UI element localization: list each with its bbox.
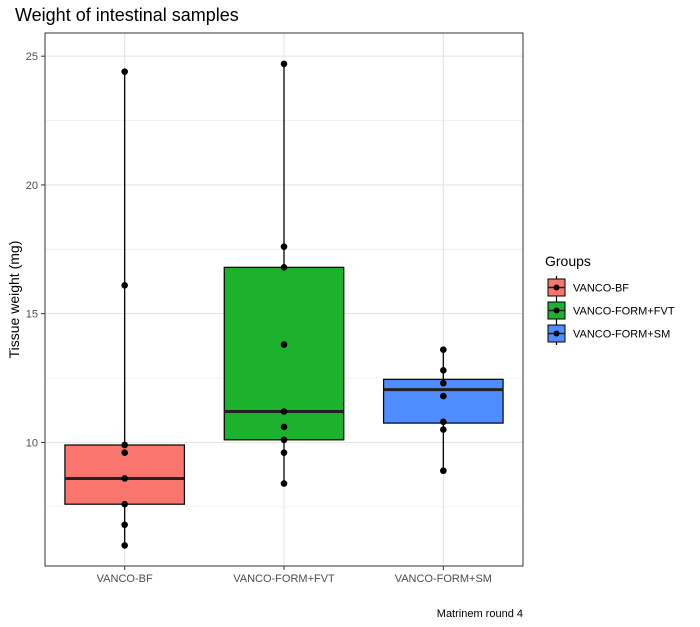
chart-caption: Matrinem round 4 xyxy=(437,608,523,620)
chart-title: Weight of intestinal samples xyxy=(15,5,239,25)
data-point xyxy=(121,68,128,75)
x-tick-label: VANCO-FORM+FVT xyxy=(233,573,335,585)
data-point xyxy=(440,418,447,426)
data-point xyxy=(440,379,447,387)
data-point xyxy=(440,367,447,374)
point-layer xyxy=(121,60,447,549)
legend: Groups VANCO-BF VANCO-FORM+FVT VANCO-FORM+… xyxy=(545,253,675,345)
legend-key-point xyxy=(553,284,560,291)
data-point xyxy=(121,500,128,508)
panel-border xyxy=(44,32,524,567)
data-point xyxy=(440,467,447,475)
legend-key-point xyxy=(553,307,560,314)
data-point xyxy=(280,60,288,68)
data-point xyxy=(121,449,128,457)
data-point xyxy=(280,480,288,487)
legend-label: VANCO-BF xyxy=(573,283,629,295)
legend-label: VANCO-FORM+SM xyxy=(573,329,670,341)
y-tick-label: 10 xyxy=(26,437,38,449)
data-point xyxy=(121,542,128,549)
data-point xyxy=(280,408,288,415)
data-point xyxy=(280,436,288,444)
axis-layer: 10 15 20 25 VANCO-BF VANCO-FORM+FVT VANCO-FORM… xyxy=(26,32,524,585)
data-point xyxy=(440,392,447,400)
y-axis-title: Tissue weight (mg) xyxy=(6,241,22,359)
legend-key-point xyxy=(553,330,560,337)
data-point xyxy=(280,341,288,348)
data-point xyxy=(121,521,128,529)
box-vanco-form-sm xyxy=(382,378,504,424)
x-tick-label: VANCO-BF xyxy=(97,573,153,585)
y-tick-label: 15 xyxy=(26,309,38,321)
data-point xyxy=(440,426,447,433)
x-tick-label: VANCO-FORM+SM xyxy=(395,573,492,585)
data-point xyxy=(440,346,447,354)
data-point xyxy=(280,264,288,271)
box-layer xyxy=(64,63,504,546)
y-tick-label: 25 xyxy=(26,51,38,63)
data-point xyxy=(121,282,128,289)
data-point xyxy=(280,449,288,457)
legend-label: VANCO-FORM+FVT xyxy=(573,306,675,318)
data-point xyxy=(280,423,288,431)
y-tick-label: 20 xyxy=(26,180,38,192)
legend-title: Groups xyxy=(545,253,591,269)
data-point xyxy=(121,475,128,482)
data-point xyxy=(280,243,288,251)
data-point xyxy=(121,441,128,449)
